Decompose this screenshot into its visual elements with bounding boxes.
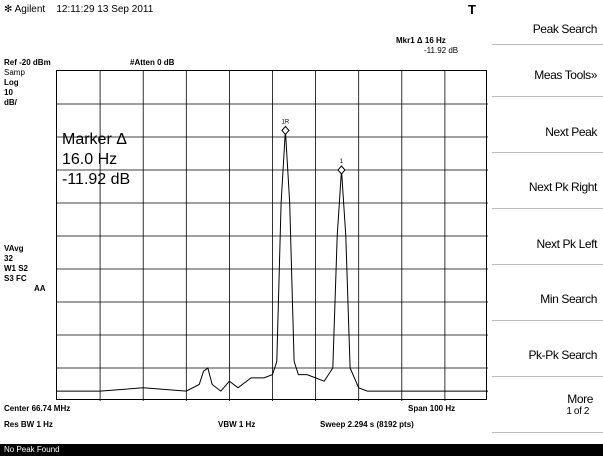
spectrum-plot: 1R 1 [57, 71, 488, 401]
vavg-count: 32 [4, 254, 13, 263]
trace-s3-fc: S3 FC [4, 274, 27, 283]
marker-readout-label: Mkr1 Δ 16 Hz [396, 36, 446, 45]
clock-date: 13 Sep 2011 [97, 4, 154, 15]
marker-readout-value: -11.92 dB [424, 46, 459, 55]
left-settings-panel: Samp Log 10 dB/ VAvg 32 W1 S2 S3 FC AA [0, 50, 56, 400]
scale-value: 10 [4, 88, 13, 97]
clock-time: 12:11:29 [56, 4, 95, 15]
brand-time-date: ✻ Agilent 12:11:29 13 Sep 2011 [4, 4, 153, 15]
attenuation: #Atten 0 dB [130, 58, 175, 67]
sweep: Sweep 2.294 s (8192 pts) [320, 420, 414, 429]
vbw: VBW 1 Hz [218, 420, 256, 429]
softkey-pk-pk-search[interactable]: Pk-Pk Search [528, 348, 597, 362]
brand-name: Agilent [14, 4, 46, 15]
detector-mode: Samp [4, 68, 25, 77]
spectrum-display: 1R 1 [56, 70, 488, 401]
softkey-next-pk-right[interactable]: Next Pk Right [528, 180, 598, 194]
softkey-more-page: 1 of 2 [566, 406, 589, 417]
softkey-more[interactable]: More [567, 392, 593, 406]
scale-type: Log [4, 78, 19, 87]
reference-marker-icon [281, 125, 290, 136]
vavg-label: VAvg [4, 244, 24, 253]
softkey-divider [492, 96, 603, 97]
status-bar: No Peak Found [0, 444, 603, 456]
softkey-divider [492, 320, 603, 321]
marker-delta-freq: 16.0 Hz [62, 151, 118, 168]
trace-w1-s2: W1 S2 [4, 264, 29, 273]
res-bw: Res BW 1 Hz [4, 420, 53, 429]
softkey-peak-search[interactable]: Peak Search [532, 22, 598, 36]
span: Span 100 Hz [408, 404, 456, 413]
reference-marker-label: 1R [282, 119, 290, 125]
softkey-panel: Peak Search Meas Tools» Next Peak Next P… [492, 0, 603, 440]
delta-marker-label: 1 [340, 159, 344, 165]
softkey-divider [492, 152, 603, 153]
softkey-next-pk-left[interactable]: Next Pk Left [536, 237, 597, 251]
trigger-indicator: T [468, 2, 476, 17]
screen-header: ✻ Agilent 12:11:29 13 Sep 2011 T [0, 0, 492, 32]
scale-unit: dB/ [4, 98, 17, 107]
agilent-logo-icon: ✻ [4, 4, 13, 15]
marker-delta-title: Marker Δ [62, 131, 127, 148]
softkey-min-search[interactable]: Min Search [540, 292, 597, 306]
spectrum-trace [57, 130, 488, 392]
ref-level: Ref -20 dBm [4, 58, 51, 67]
marker-delta-box: Marker Δ 16.0 Hz -11.92 dB [62, 130, 130, 190]
softkey-divider [492, 208, 603, 209]
softkey-divider [492, 264, 603, 265]
center-frequency: Center 66.74 MHz [4, 404, 71, 413]
softkey-meas-tools[interactable]: Meas Tools» [534, 68, 597, 82]
marker-delta-amp: -11.92 dB [62, 171, 131, 188]
status-message: No Peak Found [4, 445, 60, 454]
softkey-divider [492, 376, 603, 377]
softkey-next-peak[interactable]: Next Peak [545, 125, 597, 139]
delta-marker-icon [337, 165, 346, 175]
trace-aa: AA [34, 284, 46, 293]
softkey-divider [492, 432, 603, 433]
softkey-divider [492, 44, 603, 45]
